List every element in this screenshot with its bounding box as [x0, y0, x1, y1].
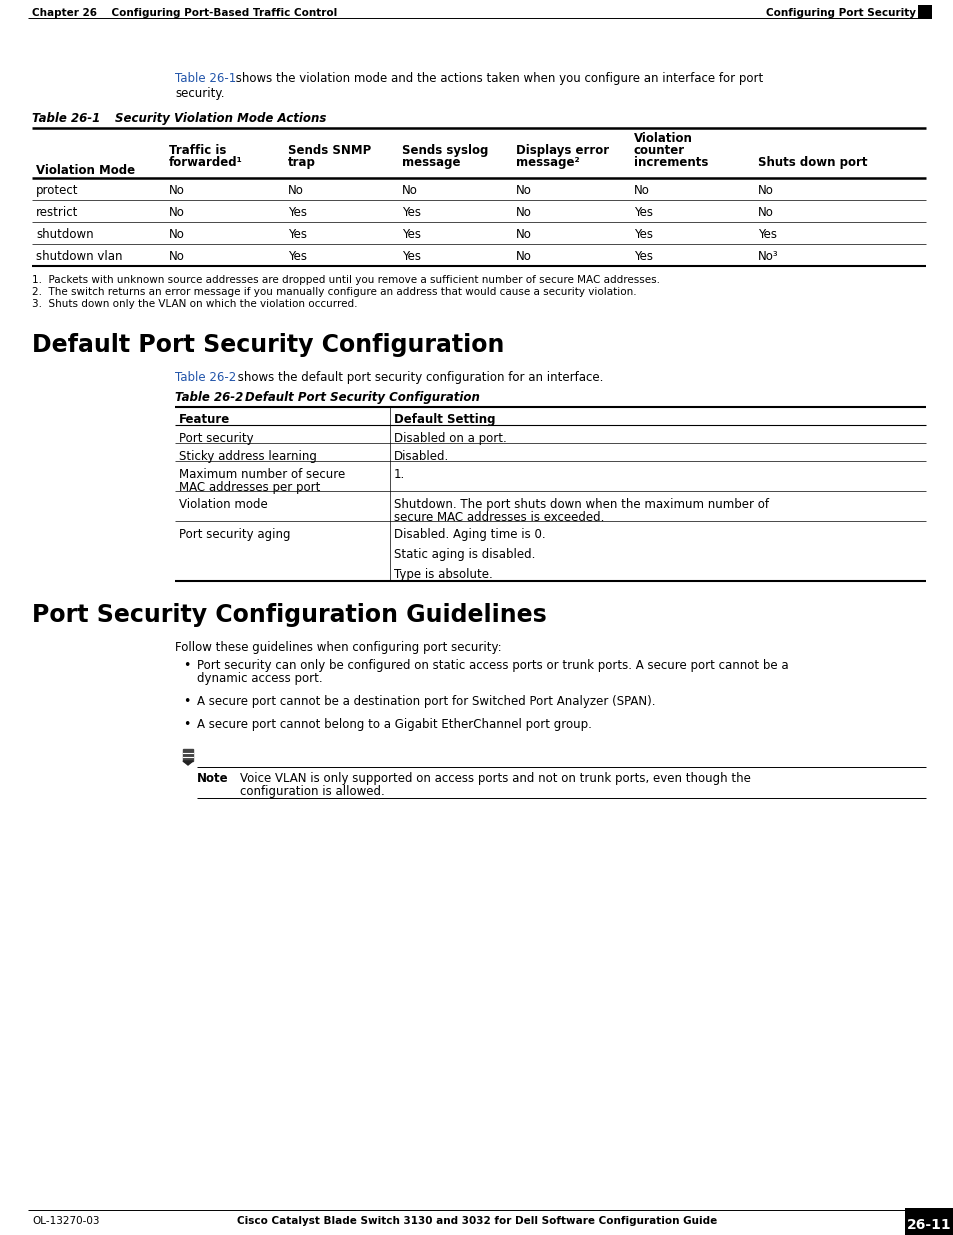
Text: Violation Mode: Violation Mode [36, 164, 135, 177]
Text: No: No [169, 184, 185, 198]
Text: Security Violation Mode Actions: Security Violation Mode Actions [115, 112, 326, 125]
Text: No: No [634, 184, 649, 198]
Text: shows the violation mode and the actions taken when you configure an interface f: shows the violation mode and the actions… [232, 72, 762, 85]
Text: Feature: Feature [179, 412, 230, 426]
Text: •: • [183, 659, 191, 672]
Text: Disabled.: Disabled. [394, 450, 449, 463]
Text: security.: security. [174, 86, 224, 100]
Text: restrict: restrict [36, 206, 78, 219]
Text: A secure port cannot be a destination port for Switched Port Analyzer (SPAN).: A secure port cannot be a destination po… [196, 695, 655, 708]
Text: OL-13270-03: OL-13270-03 [32, 1216, 99, 1226]
Text: Yes: Yes [288, 249, 307, 263]
Text: No: No [758, 184, 773, 198]
Text: configuration is allowed.: configuration is allowed. [240, 785, 384, 798]
Text: Yes: Yes [401, 206, 420, 219]
Text: Violation: Violation [634, 132, 692, 144]
Text: •: • [183, 695, 191, 708]
Text: Table 26-1: Table 26-1 [174, 72, 236, 85]
Text: No: No [288, 184, 304, 198]
Text: No³: No³ [758, 249, 778, 263]
Text: forwarded¹: forwarded¹ [169, 156, 242, 169]
Text: Maximum number of secure: Maximum number of secure [179, 468, 345, 480]
Text: message: message [401, 156, 460, 169]
Text: No: No [516, 206, 532, 219]
Text: No: No [516, 184, 532, 198]
Text: Follow these guidelines when configuring port security:: Follow these guidelines when configuring… [174, 641, 501, 655]
Text: Yes: Yes [634, 206, 652, 219]
Text: trap: trap [288, 156, 315, 169]
Text: increments: increments [634, 156, 708, 169]
Text: shutdown: shutdown [36, 228, 93, 241]
Text: Violation mode: Violation mode [179, 498, 268, 511]
Text: Yes: Yes [288, 228, 307, 241]
Text: Port security can only be configured on static access ports or trunk ports. A se: Port security can only be configured on … [196, 659, 788, 672]
Text: dynamic access port.: dynamic access port. [196, 672, 322, 685]
Text: counter: counter [634, 144, 684, 157]
Text: Shutdown. The port shuts down when the maximum number of: Shutdown. The port shuts down when the m… [394, 498, 768, 511]
Text: Default Setting: Default Setting [394, 412, 495, 426]
Text: A secure port cannot belong to a Gigabit EtherChannel port group.: A secure port cannot belong to a Gigabit… [196, 718, 591, 731]
Text: 26-11: 26-11 [905, 1218, 950, 1233]
Text: Port security: Port security [179, 432, 253, 445]
Text: Yes: Yes [634, 228, 652, 241]
Text: Yes: Yes [401, 249, 420, 263]
Text: Port Security Configuration Guidelines: Port Security Configuration Guidelines [32, 603, 546, 627]
Text: No: No [169, 206, 185, 219]
Text: 1.: 1. [394, 468, 405, 480]
Text: 2.  The switch returns an error message if you manually configure an address tha: 2. The switch returns an error message i… [32, 287, 636, 296]
Polygon shape [183, 761, 193, 764]
Text: secure MAC addresses is exceeded.: secure MAC addresses is exceeded. [394, 511, 604, 524]
Text: Chapter 26    Configuring Port-Based Traffic Control: Chapter 26 Configuring Port-Based Traffi… [32, 7, 337, 19]
Text: MAC addresses per port: MAC addresses per port [179, 480, 320, 494]
Text: Yes: Yes [758, 228, 776, 241]
Text: Table 26-2: Table 26-2 [174, 370, 236, 384]
Bar [917, 5, 931, 19]
Text: Table 26-1: Table 26-1 [32, 112, 100, 125]
Text: No: No [401, 184, 417, 198]
Text: Displays error: Displays error [516, 144, 608, 157]
Text: Sticky address learning: Sticky address learning [179, 450, 316, 463]
Text: Cisco Catalyst Blade Switch 3130 and 3032 for Dell Software Configuration Guide: Cisco Catalyst Blade Switch 3130 and 303… [236, 1216, 717, 1226]
Text: Yes: Yes [288, 206, 307, 219]
Text: •: • [183, 718, 191, 731]
Text: shutdown vlan: shutdown vlan [36, 249, 122, 263]
Bar [904, 1208, 953, 1235]
Text: message²: message² [516, 156, 579, 169]
Text: No: No [169, 249, 185, 263]
Text: protect: protect [36, 184, 78, 198]
Text: Disabled on a port.: Disabled on a port. [394, 432, 506, 445]
Text: Port security aging: Port security aging [179, 529, 291, 541]
Text: No: No [516, 228, 532, 241]
Text: 1.  Packets with unknown source addresses are dropped until you remove a suffici: 1. Packets with unknown source addresses… [32, 275, 659, 285]
Text: Yes: Yes [401, 228, 420, 241]
Text: Configuring Port Security: Configuring Port Security [765, 7, 915, 19]
Text: Sends SNMP: Sends SNMP [288, 144, 371, 157]
Text: Table 26-2: Table 26-2 [174, 391, 243, 404]
Text: Disabled. Aging time is 0.: Disabled. Aging time is 0. [394, 529, 545, 541]
Text: shows the default port security configuration for an interface.: shows the default port security configur… [233, 370, 602, 384]
Text: Default Port Security Configuration: Default Port Security Configuration [32, 333, 504, 357]
Text: Sends syslog: Sends syslog [401, 144, 488, 157]
Text: No: No [169, 228, 185, 241]
Text: Type is absolute.: Type is absolute. [394, 568, 493, 580]
Text: No: No [758, 206, 773, 219]
Text: Static aging is disabled.: Static aging is disabled. [394, 548, 535, 561]
Text: Traffic is: Traffic is [169, 144, 226, 157]
Text: Shuts down port: Shuts down port [758, 156, 866, 169]
Text: Voice VLAN is only supported on access ports and not on trunk ports, even though: Voice VLAN is only supported on access p… [240, 772, 750, 785]
Text: Default Port Security Configuration: Default Port Security Configuration [245, 391, 479, 404]
Text: Yes: Yes [634, 249, 652, 263]
Polygon shape [183, 748, 193, 761]
Text: 3.  Shuts down only the VLAN on which the violation occurred.: 3. Shuts down only the VLAN on which the… [32, 299, 357, 309]
Text: Note: Note [196, 772, 229, 785]
Text: No: No [516, 249, 532, 263]
